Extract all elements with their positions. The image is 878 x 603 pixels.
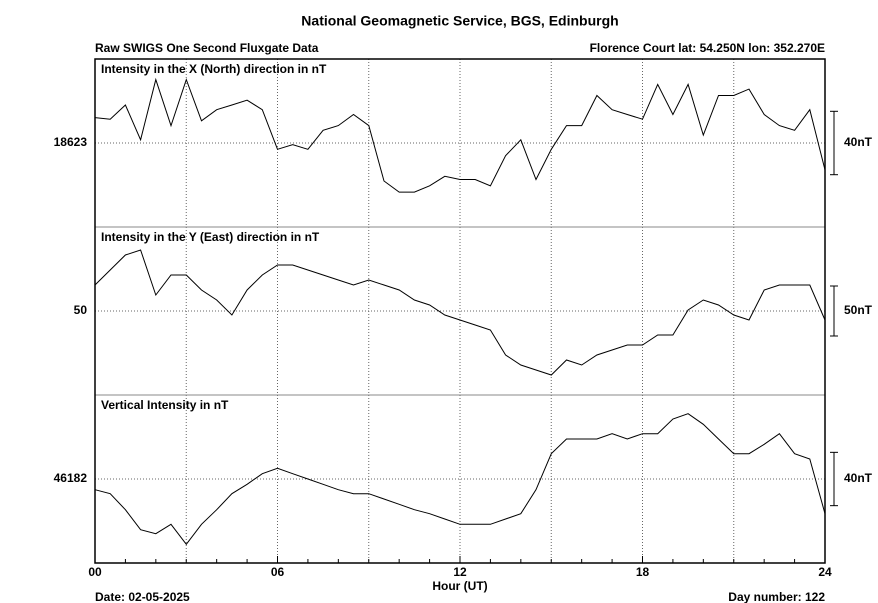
plot-frame xyxy=(94,58,826,564)
data-line xyxy=(94,249,826,376)
x-axis-label: Hour (UT) xyxy=(432,579,487,593)
scale-label: 50nT xyxy=(844,303,873,317)
x-tick-label: 18 xyxy=(636,565,650,579)
x-tick-label: 24 xyxy=(818,565,832,579)
y-tick-label: 18623 xyxy=(54,135,88,149)
data-line xyxy=(94,77,826,193)
x-tick-label: 12 xyxy=(453,565,467,579)
y-tick-label: 50 xyxy=(74,303,88,317)
data-line xyxy=(94,413,826,546)
scale-label: 40nT xyxy=(844,471,873,485)
panel-title: Intensity in the X (North) direction in … xyxy=(101,62,327,76)
scale-label: 40nT xyxy=(844,135,873,149)
day-number: Day number: 122 xyxy=(728,590,825,603)
panel-title: Vertical Intensity in nT xyxy=(101,398,229,412)
panel-title: Intensity in the Y (East) direction in n… xyxy=(101,230,320,244)
date: Date: 02-05-2025 xyxy=(95,590,190,603)
left-caption: Raw SWIGS One Second Fluxgate Data xyxy=(95,41,319,55)
right-caption: Florence Court lat: 54.250N lon: 352.270… xyxy=(590,41,825,55)
x-tick-label: 06 xyxy=(271,565,285,579)
chart-title: National Geomagnetic Service, BGS, Edinb… xyxy=(301,13,618,29)
x-tick-label: 00 xyxy=(88,565,102,579)
y-tick-label: 46182 xyxy=(54,471,88,485)
